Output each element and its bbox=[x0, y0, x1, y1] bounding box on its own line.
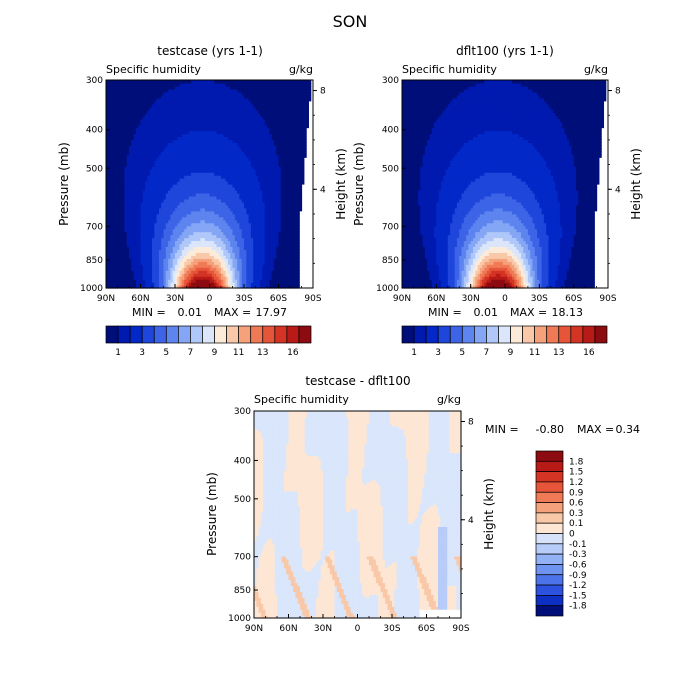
humidity-field bbox=[106, 80, 311, 289]
page-title: SON bbox=[333, 12, 368, 31]
panel-title: testcase (yrs 1-1) bbox=[157, 44, 263, 58]
panel-testcase: testcase (yrs 1-1) Specific humidity g/k… bbox=[57, 44, 348, 358]
variable-label: Specific humidity bbox=[106, 63, 201, 76]
units-label: g/kg bbox=[289, 63, 313, 76]
